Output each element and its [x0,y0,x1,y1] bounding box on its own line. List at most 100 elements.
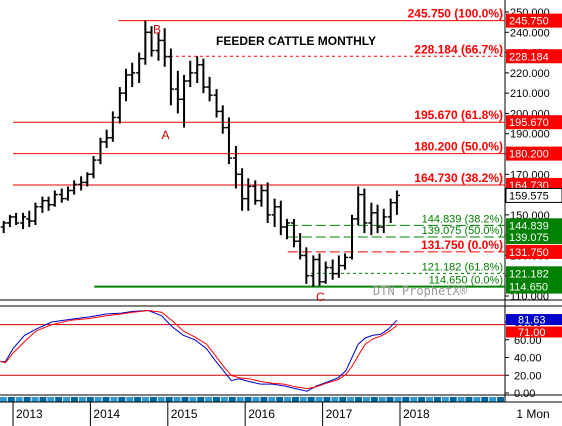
price-bar [116,87,123,124]
last-price-label: 159.575 [509,190,549,202]
time-strip-cell [441,397,449,402]
wave-label: C [316,290,325,304]
time-strip-cell [63,397,70,402]
price-bar [167,48,174,106]
price-bar [290,218,297,248]
osc-series-line [0,309,398,392]
price-bar [26,210,33,228]
time-strip-cell [94,397,102,402]
time-strip-cell [489,397,497,402]
labels-layer: 245.750 (100.0%) 245.750 228.184 (66.7%) 22… [153,7,562,304]
level-axis-box [506,115,562,130]
level-axis-box [506,244,562,259]
price-bar [103,129,110,148]
price-bar [322,261,329,284]
price-bar [219,105,226,134]
time-strip-cell [0,397,7,402]
price-bar [361,188,368,234]
price-bar [109,111,116,142]
time-strip-cell [149,397,157,402]
level-axis-box [506,230,562,245]
time-strip-cell [355,397,362,402]
level-label: 245.750 (100.0%) [408,7,503,21]
time-strip-cell [236,397,244,402]
level-axis-box [506,146,562,161]
time-strip-cell [370,397,378,402]
time-strip-cell [473,397,481,402]
level-label: 144.839 (38.2%) [422,213,503,225]
time-strip-cell [157,397,165,402]
price-bar [271,198,278,228]
price-bar [232,145,239,189]
level-axis-box-label: 114.650 [509,282,548,294]
price-bar [277,200,284,236]
time-strip-cell [181,397,189,402]
wave-label: B [153,22,161,36]
watermark: DTN ProphetX® [373,284,468,298]
price-bar [335,255,342,278]
price-bar [258,184,265,207]
price-bar [316,253,323,286]
price-tick-label: 220.000 [510,68,550,80]
time-strip-cell [71,397,78,402]
price-bar [71,180,78,195]
price-bar [393,190,400,215]
price-bar [6,214,13,228]
level-label: 228.184 (66.7%) [414,42,503,56]
price-bar [90,156,97,179]
time-strip-cell [31,397,39,402]
time-strip-cell [15,397,23,402]
price-bar [142,20,149,65]
price-bar [78,176,85,191]
level-label: 121.182 (61.8%) [422,261,503,273]
price-bar [136,52,143,83]
price-bar [20,212,27,230]
price-bar [187,60,194,88]
osc-readout-label: 81.63 [518,315,546,327]
level-axis-box-label: 245.750 [509,16,549,28]
osc-series-line [0,309,398,390]
level-axis-box-label: 121.182 [509,268,549,280]
price-bar [64,186,71,201]
time-strip-cell [197,397,205,402]
time-strip-cell [252,397,260,402]
time-strip-cell [394,397,402,402]
price-bar [355,186,362,225]
price-bar [58,188,65,203]
time-strip-cell [165,397,173,402]
time-strip-cell [189,397,197,402]
period-label: 1 Mon [516,407,549,421]
price-bar [174,70,181,114]
level-label: 139.075 (50.0%) [422,225,503,237]
chart-title: FEEDER CATTLE MONTHLY [216,34,376,48]
price-tick-label: 210.000 [510,88,550,100]
time-strip-cell [307,397,315,402]
level-axis-box-label: 195.670 [509,117,549,129]
time-strip-cell [23,397,31,402]
level-axis-box [506,218,562,233]
time-strip-cell [386,397,394,402]
time-strip-cell [205,397,213,402]
price-bar [245,178,252,211]
wave-label: A [161,128,169,142]
time-strip-cell [173,397,181,402]
time-strip-cell [426,397,433,402]
price-bar [155,32,162,61]
level-axis-box-label: 144.839 [509,220,549,232]
time-strip-cell [7,397,15,402]
last-price-box [505,187,562,203]
time-strip-cell [268,397,276,402]
time-strip-cell [299,397,307,402]
time-strip-cell [213,397,220,402]
price-bar [45,196,52,211]
price-bar [181,74,188,128]
price-bar [123,68,130,102]
time-strip-cell [323,397,331,402]
price-bar [51,190,58,207]
price-bar [200,58,207,94]
level-axis-box [506,49,562,64]
price-bar [297,233,304,260]
price-bar [374,204,381,234]
level-label: 195.670 (61.8%) [414,108,503,122]
time-strip-cell [292,397,299,402]
